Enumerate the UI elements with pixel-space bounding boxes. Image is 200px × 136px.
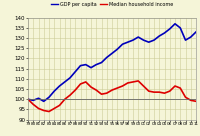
Legend: GDP per capita, Median household income: GDP per capita, Median household income (51, 2, 173, 7)
